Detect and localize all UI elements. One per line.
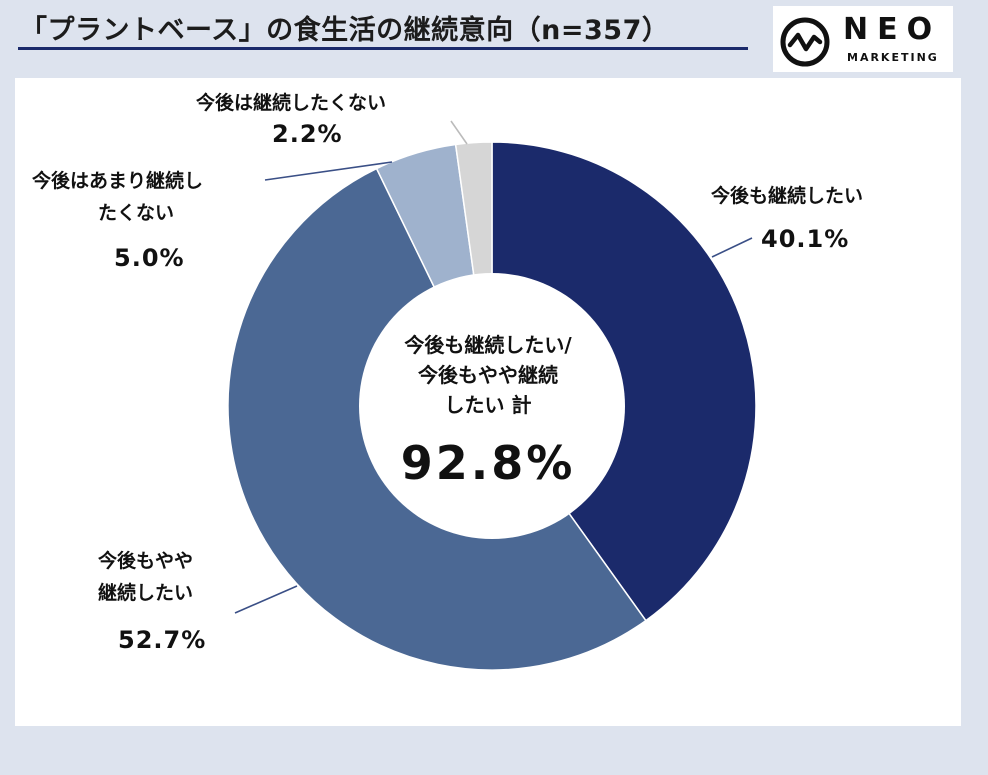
label-not-much-line1: 今後はあまり継続し: [32, 170, 204, 192]
logo-wordmark: NEO: [843, 12, 942, 47]
center-caption: 今後も継続したい/ 今後もやや継続 したい 計: [368, 330, 608, 420]
neo-marketing-logo: NEO MARKETING: [773, 6, 953, 72]
center-caption-line1: 今後も継続したい/: [404, 333, 572, 357]
leader-line-not-much: [264, 161, 393, 181]
label-not-much-line2: たくない: [98, 202, 175, 224]
title-underline: [18, 47, 748, 50]
label-continue: 今後も継続したい: [711, 185, 864, 207]
donut-hole: [359, 273, 625, 539]
center-total-value: 92.8%: [400, 436, 576, 490]
chart-title: 「プラントベース」の食生活の継続意向（n=357）: [20, 15, 670, 46]
pct-somewhat: 52.7%: [118, 626, 207, 654]
center-caption-line2: 今後もやや継続: [418, 363, 558, 387]
pct-continue: 40.1%: [761, 225, 850, 253]
center-caption-line3: したい 計: [444, 393, 532, 417]
label-somewhat-line1: 今後もやや: [98, 550, 194, 572]
logo-subtitle: MARKETING: [847, 51, 939, 64]
slice-continue: [491, 141, 757, 622]
label-not: 今後は継続したくない: [196, 92, 387, 114]
leader-line-not: [450, 120, 468, 145]
pct-not: 2.2%: [272, 120, 343, 148]
leader-line-continue: [711, 237, 753, 258]
pulse-circle-icon: [780, 17, 830, 67]
pct-not-much: 5.0%: [114, 244, 185, 272]
leader-line-somewhat: [234, 585, 298, 614]
label-somewhat-line2: 継続したい: [98, 582, 194, 604]
